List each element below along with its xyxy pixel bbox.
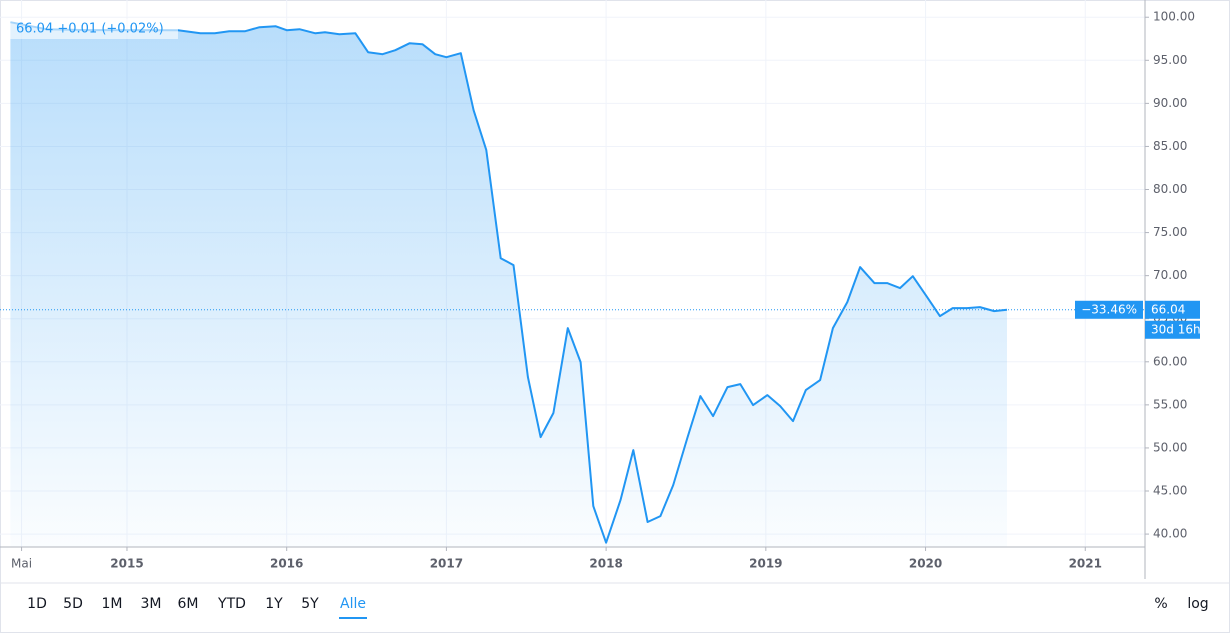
y-tick-label: 70.00 <box>1153 268 1187 282</box>
range-button[interactable]: 5Y <box>301 596 319 612</box>
change-label: −33.46% <box>1081 302 1137 316</box>
range-button[interactable]: 1D <box>27 596 47 612</box>
countdown-tag <box>1145 320 1200 339</box>
x-tick-label: 2021 <box>1069 557 1102 571</box>
x-tick-label: 2020 <box>909 557 942 571</box>
legend-bg <box>10 19 178 39</box>
y-tick-label: 85.00 <box>1153 139 1187 153</box>
y-tick-label: 40.00 <box>1153 527 1187 541</box>
y-tick-label: 100.00 <box>1153 10 1195 24</box>
price-label: 66.04 <box>1151 302 1185 316</box>
y-tick-label: 95.00 <box>1153 53 1187 67</box>
y-tick-label: 75.00 <box>1153 225 1187 239</box>
y-tick-label: 50.00 <box>1153 440 1187 454</box>
x-tick-label: 2019 <box>749 557 782 571</box>
legend-text: 66.04 +0.01 (+0.02%) <box>16 22 164 37</box>
scale-button[interactable]: % <box>1154 596 1167 612</box>
scale-button[interactable]: log <box>1187 596 1208 612</box>
axes: 40.0045.0050.0055.0060.0065.0070.0075.00… <box>11 10 1201 571</box>
x-tick-label: Mai <box>11 557 32 571</box>
price-line <box>10 21 1008 544</box>
y-tick-label: 80.00 <box>1153 182 1187 196</box>
range-button[interactable]: 3M <box>141 596 162 612</box>
y-tick-label: 60.00 <box>1153 354 1187 368</box>
y-tick-label: 90.00 <box>1153 96 1187 110</box>
countdown-label: 30d 16h <box>1151 322 1201 336</box>
plot-area <box>0 21 1145 547</box>
toolbar: 1D 5D 1M 3M 6M YTD 1Y 5Y Alle% log <box>27 596 1209 619</box>
range-button[interactable]: 5D <box>63 596 83 612</box>
y-tick-label: 55.00 <box>1153 397 1187 411</box>
range-button[interactable]: 1M <box>102 596 123 612</box>
range-button[interactable]: YTD <box>217 596 246 612</box>
x-tick-label: 2018 <box>589 557 622 571</box>
x-tick-label: 2016 <box>270 557 303 571</box>
change-tag <box>1075 300 1143 319</box>
range-button[interactable]: Alle <box>340 596 366 612</box>
range-button[interactable]: 1Y <box>265 596 283 612</box>
area <box>10 22 1007 547</box>
x-tick-label: 2015 <box>110 557 143 571</box>
price-tag <box>1145 300 1200 319</box>
x-tick-label: 2017 <box>430 557 463 571</box>
range-button[interactable]: 6M <box>178 596 199 612</box>
y-tick-label: 45.00 <box>1153 484 1187 498</box>
